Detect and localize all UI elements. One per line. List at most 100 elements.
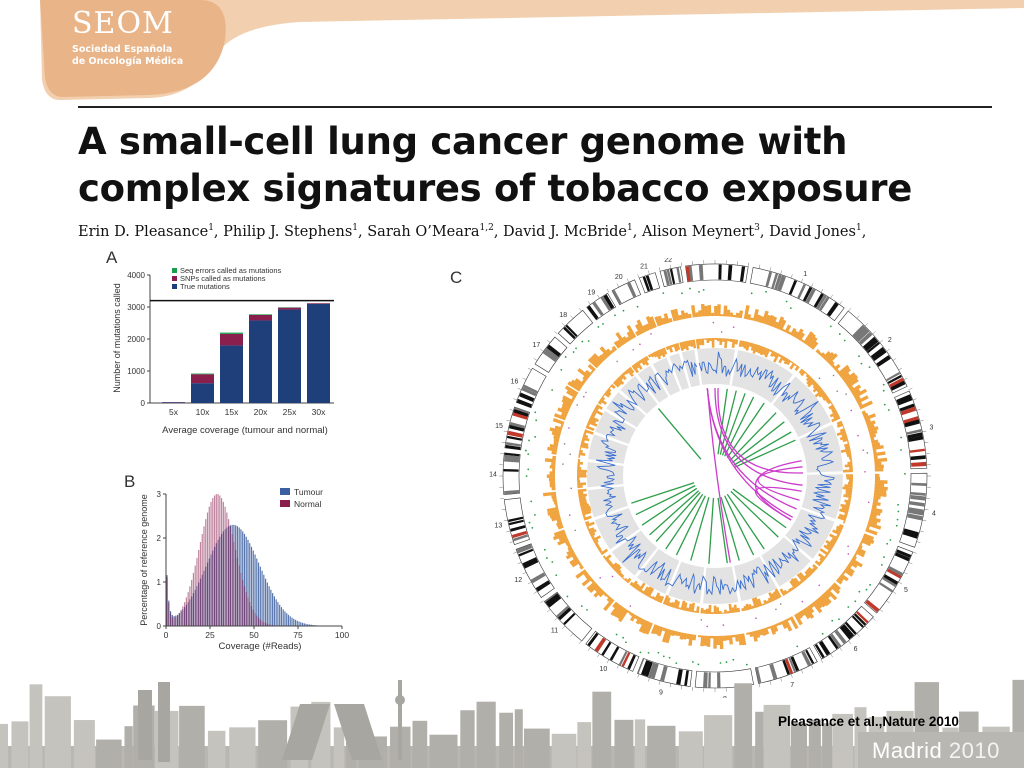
circos-snv-point (765, 290, 767, 293)
chart-a-legend-label: True mutations (180, 282, 230, 291)
circos-copy-number-bar (752, 309, 759, 322)
circos-loh-bar (602, 555, 606, 559)
circos-loh-bar (624, 370, 629, 375)
circos-copy-number-bar (749, 631, 754, 637)
circos-band (603, 294, 615, 310)
circos-copy-number-bar (642, 324, 649, 332)
circos-copy-number-bar (811, 601, 823, 614)
circos-copy-number-bar (732, 314, 737, 318)
circos-tick (522, 572, 527, 575)
chart-b-tumour-bar (245, 536, 247, 626)
circos-snv-point (531, 526, 534, 529)
author-affiliation: 3 (754, 223, 760, 233)
circos-band (897, 397, 913, 406)
circos-copy-number-bar (865, 528, 878, 536)
skyline-building (832, 713, 854, 768)
circos-band (805, 649, 815, 664)
circos-copy-number-bar (758, 315, 764, 324)
circos-copy-number-bar (561, 402, 572, 410)
circos-band (904, 419, 920, 428)
chart-b-normal-bar (198, 549, 200, 626)
circos-band (883, 574, 899, 586)
panel-a-letter: A (106, 248, 118, 267)
circos-copy-number-bar (703, 635, 708, 646)
chart-b-normal-bar (191, 579, 193, 626)
circos-rearrangement-links (631, 387, 803, 564)
chart-b-normal-bar (261, 620, 263, 626)
circos-band (594, 637, 607, 653)
circos-copy-number-bar (551, 461, 556, 466)
circos-loh-bar (584, 520, 590, 525)
circos-band (509, 422, 526, 429)
circos-copy-number-bar (544, 458, 556, 463)
circos-indel-point (720, 331, 723, 333)
circos-copy-number-bar (872, 449, 877, 454)
circos-loh-bar (837, 515, 847, 522)
circos-copy-number-bar (700, 303, 706, 317)
circos-loh-bar (826, 399, 832, 405)
circos-coverage-segment (606, 392, 646, 428)
circos-loh-bar (700, 607, 704, 614)
circos-loh-bar (832, 413, 840, 419)
circos-loh-bar (836, 430, 847, 436)
chart-b-normal-bar (219, 495, 221, 626)
circos-copy-number-bar (844, 374, 859, 386)
circos-chromosome-label: 3 (929, 425, 933, 432)
circos-band (650, 663, 659, 679)
circos-snv-point (829, 325, 832, 328)
chart-b-tumour-bar (266, 582, 268, 626)
circos-tick (839, 647, 843, 651)
chart-b-normal-bar (173, 617, 175, 626)
circos-indel-point (722, 624, 725, 626)
circos-copy-number-bar (713, 635, 717, 649)
circos-loh-bar (607, 560, 613, 565)
circos-band (546, 595, 562, 608)
chart-a-plot: 0 1000 2000 3000 4000 5x 10x 15x 20x 25x 30x (127, 271, 334, 417)
circos-copy-number-bar (731, 634, 736, 638)
circos-loh-bar (654, 592, 661, 602)
circos-copy-number-bar (843, 568, 854, 577)
circos-tick (562, 625, 566, 629)
circos-copy-number-bar (654, 316, 661, 327)
circos-intra-link (729, 412, 777, 461)
circos-loh-bar (807, 379, 816, 388)
circos-band (544, 592, 558, 603)
circos-loh-bar (817, 553, 827, 561)
circos-copy-number-bar (601, 352, 608, 360)
circos-tick (922, 519, 927, 522)
circos-chromosome-label: 16 (511, 379, 519, 386)
circos-band (814, 643, 825, 659)
chart-b-normal-bar (236, 557, 239, 626)
circos-band (618, 651, 628, 666)
circos-loh-bar (819, 557, 825, 563)
circos-band (909, 501, 925, 507)
circos-loh-bar (783, 589, 788, 595)
author-affiliation: 1 (855, 223, 862, 233)
circos-band (718, 264, 722, 280)
circos-snv-point (896, 518, 899, 521)
circos-tick (681, 262, 683, 267)
circos-tick (801, 278, 804, 283)
circos-copy-number-bar (772, 624, 779, 632)
circos-snv-point (843, 339, 846, 342)
circos-tick (769, 680, 772, 685)
circos-loh-bar (609, 562, 614, 567)
circos-snv-point (895, 524, 898, 527)
circos-loh-bar (670, 344, 675, 348)
circos-indel-point (583, 395, 585, 398)
circos-copy-number-bar (850, 558, 863, 568)
circos-copy-number-bar (590, 370, 594, 375)
circos-loh-bar (600, 396, 606, 401)
circos-copy-number-bar (853, 552, 858, 557)
circos-tick (533, 591, 538, 594)
circos-indel-point (732, 326, 735, 328)
circos-snv-point (854, 600, 857, 603)
circos-loh-bar (838, 523, 844, 529)
circos-snv-point (551, 389, 554, 391)
circos-tick (830, 653, 833, 658)
circos-copy-number-bar (553, 529, 566, 537)
chart-b-normal-bar (189, 586, 191, 626)
circos-loh-bar (847, 440, 850, 444)
circos-copy-number-bar (873, 451, 886, 457)
circos-intra-link (690, 496, 710, 561)
